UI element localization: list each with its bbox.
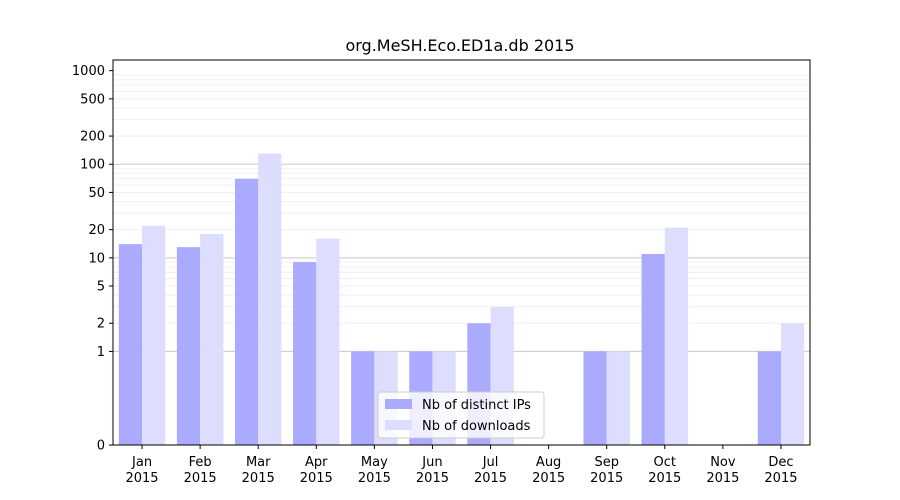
x-tick-label-year: 2015 xyxy=(648,471,681,486)
x-tick-label-year: 2015 xyxy=(184,471,217,486)
x-tick-label-month: Nov xyxy=(710,455,736,470)
bar-distinct-ips xyxy=(293,262,317,445)
x-tick-label-year: 2015 xyxy=(532,471,565,486)
bar-distinct-ips xyxy=(757,351,781,445)
x-tick-label-year: 2015 xyxy=(474,471,507,486)
x-tick-label-year: 2015 xyxy=(358,471,391,486)
y-tick-label: 0 xyxy=(97,439,105,454)
x-tick-label-month: Oct xyxy=(654,455,676,470)
x-tick-label-year: 2015 xyxy=(300,471,333,486)
bar-distinct-ips xyxy=(641,253,665,445)
plot-frame xyxy=(112,59,811,446)
bar-downloads xyxy=(258,153,282,446)
legend-box xyxy=(377,391,545,439)
bar-distinct-ips xyxy=(583,351,607,445)
chart-title: org.MeSH.Eco.ED1a.db 2015 xyxy=(345,36,574,55)
y-tick-label: 5 xyxy=(97,280,105,295)
legend: Nb of distinct IPs Nb of downloads xyxy=(377,391,545,439)
x-tick-label-month: Jun xyxy=(421,455,442,470)
x-tick-label-year: 2015 xyxy=(125,471,158,486)
bar-distinct-ips xyxy=(118,244,143,445)
grid-lines xyxy=(113,74,810,352)
bar-downloads xyxy=(780,323,805,445)
y-tick-label: 10 xyxy=(88,251,105,266)
bar-downloads xyxy=(316,238,340,445)
x-tick-label-year: 2015 xyxy=(590,471,623,486)
x-tick-label-year: 2015 xyxy=(764,471,797,486)
x-tick-label-month: Jan xyxy=(131,455,152,470)
x-tick-label-month: Apr xyxy=(305,455,328,470)
legend-swatch xyxy=(385,399,412,409)
bar-distinct-ips xyxy=(234,178,259,446)
x-tick-label-month: May xyxy=(361,455,388,470)
x-tick-label-year: 2015 xyxy=(706,471,739,486)
y-tick-label: 1000 xyxy=(72,64,105,79)
legend-swatch xyxy=(385,420,412,430)
x-tick-label-month: Aug xyxy=(536,455,561,470)
bar-downloads xyxy=(142,225,166,445)
x-axis: Jan2015Feb2015Mar2015Apr2015May2015Jun20… xyxy=(125,445,798,486)
y-tick-label: 2 xyxy=(97,317,105,332)
y-tick-label: 50 xyxy=(88,186,105,201)
y-tick-label: 100 xyxy=(80,158,105,173)
y-tick-label: 1 xyxy=(97,345,105,360)
bar-distinct-ips xyxy=(176,247,201,445)
x-tick-label-month: Dec xyxy=(768,455,793,470)
bar-downloads xyxy=(606,351,630,445)
legend-label: Nb of distinct IPs xyxy=(422,398,531,413)
y-tick-label: 500 xyxy=(80,92,105,107)
x-tick-label-month: Mar xyxy=(246,455,271,470)
bar-distinct-ips xyxy=(351,351,375,445)
x-tick-label-month: Sep xyxy=(594,455,619,470)
x-tick-label-month: Feb xyxy=(189,455,212,470)
x-tick-label-year: 2015 xyxy=(416,471,449,486)
bar-downloads xyxy=(664,227,689,445)
x-tick-label-month: Jul xyxy=(482,455,499,470)
y-axis: 0 1 2 5 10 20 50 100 200 500 1000 xyxy=(72,64,113,454)
y-tick-label: 20 xyxy=(88,223,105,238)
y-tick-label: 200 xyxy=(80,130,105,145)
legend-label: Nb of downloads xyxy=(422,419,531,434)
bar-downloads xyxy=(200,233,224,445)
x-tick-label-year: 2015 xyxy=(242,471,275,486)
